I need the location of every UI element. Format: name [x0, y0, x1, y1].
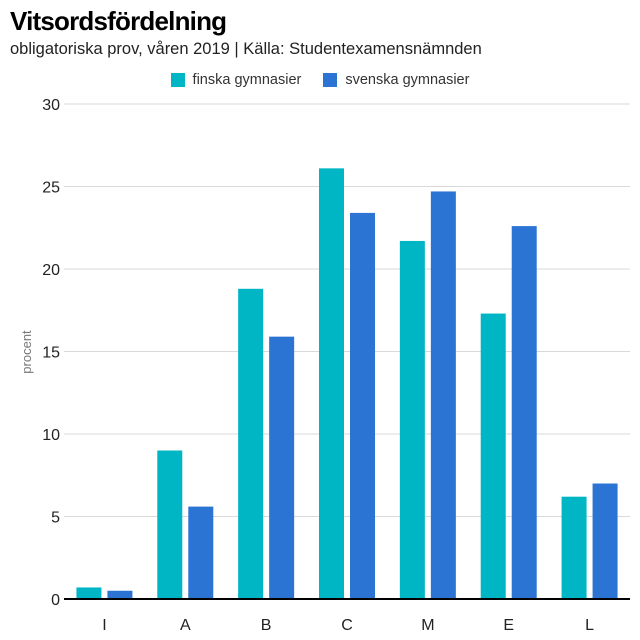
legend: finska gymnasier svenska gymnasier	[0, 72, 640, 88]
chart-title: Vitsordsfördelning	[10, 6, 227, 36]
x-tick-label: M	[421, 617, 434, 634]
bar-svenska-E	[511, 226, 537, 599]
y-tick-label: 30	[42, 97, 60, 114]
x-tick-label: B	[261, 617, 272, 634]
y-tick-label: 10	[42, 427, 60, 444]
x-tick-label: E	[503, 617, 514, 634]
bar-svenska-A	[188, 506, 214, 599]
chart-subtitle: obligatoriska prov, våren 2019 | Källa: …	[10, 40, 482, 58]
bar-finska-L	[561, 496, 587, 599]
y-tick-label: 5	[51, 510, 60, 527]
y-axis-label: procent	[19, 330, 34, 374]
bar-finska-I	[76, 587, 102, 599]
bar-finska-C	[319, 168, 344, 599]
x-tick-label: C	[341, 617, 353, 634]
y-tick-label: 25	[42, 180, 60, 197]
x-tick-label: I	[102, 617, 106, 634]
legend-label-finska: finska gymnasier	[192, 72, 302, 88]
gridlines	[64, 103, 630, 517]
bar-finska-A	[157, 450, 183, 599]
legend-swatch-svenska	[323, 73, 338, 87]
bar-finska-M	[399, 240, 425, 599]
y-tick-label: 20	[42, 262, 60, 279]
x-tick-label: A	[180, 617, 191, 634]
legend-swatch-finska	[170, 73, 185, 87]
bar-svenska-I	[107, 590, 133, 599]
bars	[64, 168, 630, 600]
bar-svenska-B	[269, 336, 295, 599]
bar-finska-E	[480, 313, 506, 599]
legend-item-finska: finska gymnasier	[170, 72, 302, 88]
legend-item-svenska: svenska gymnasier	[323, 72, 469, 88]
legend-label-svenska: svenska gymnasier	[345, 72, 470, 88]
bar-svenska-C	[350, 212, 375, 599]
bar-svenska-L	[592, 483, 618, 599]
bar-finska-B	[238, 288, 264, 599]
bar-svenska-M	[430, 191, 456, 599]
y-tick-labels: 0 5 10 15 20 25 30	[42, 97, 60, 609]
y-tick-label: 15	[42, 345, 60, 362]
x-tick-label: L	[585, 617, 594, 634]
y-tick-label: 0	[51, 592, 60, 609]
